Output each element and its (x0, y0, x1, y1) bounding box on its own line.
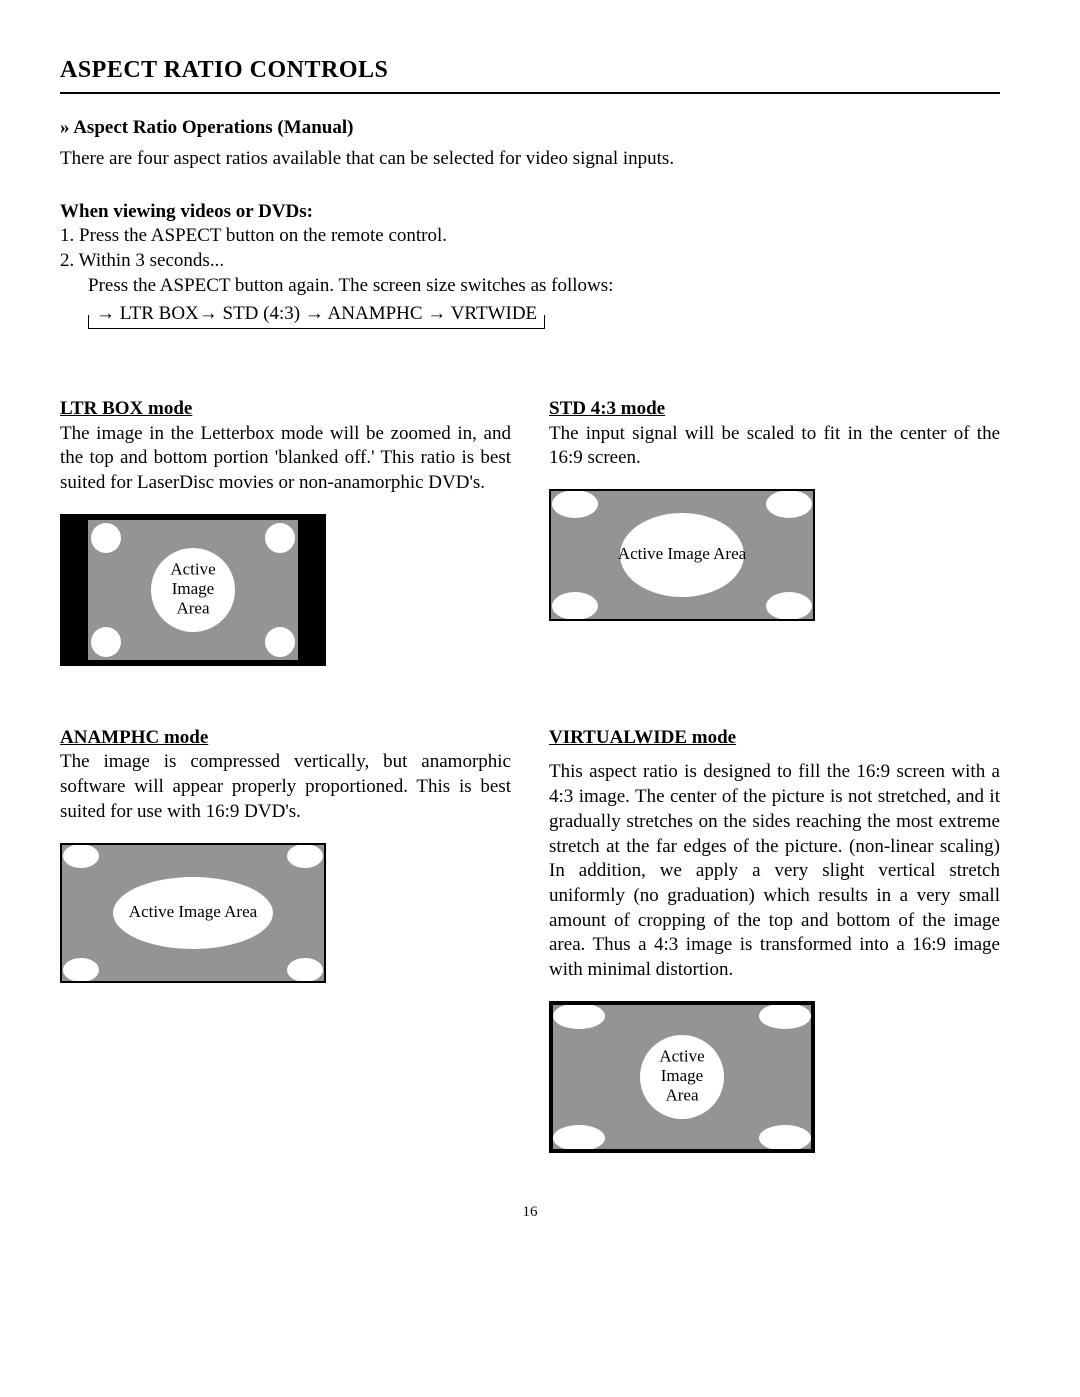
svg-text:Active: Active (659, 1046, 704, 1065)
vwide-diagram: ActiveImageArea (549, 1001, 1000, 1153)
intro-text: There are four aspect ratios available t… (60, 147, 1000, 172)
viewing-heading: When viewing videos or DVDs: (60, 200, 1000, 225)
viewing-step2b: Press the ASPECT button again. The scree… (88, 274, 1000, 299)
svg-text:Active: Active (170, 559, 215, 578)
anamphc-text: The image is compressed vertically, but … (60, 750, 511, 824)
mode-vwide: VIRTUALWIDE mode This aspect ratio is de… (549, 726, 1000, 1153)
anamphc-diagram: Active Image Area (60, 843, 511, 983)
page-number: 16 (60, 1203, 1000, 1223)
mode-anamphc: ANAMPHC mode The image is compressed ver… (60, 726, 511, 1153)
svg-text:Area: Area (176, 598, 209, 617)
std-diagram: Active Image Area (549, 489, 1000, 621)
svg-text:Active Image Area: Active Image Area (618, 544, 747, 563)
viewing-step1: 1. Press the ASPECT button on the remote… (60, 224, 1000, 249)
std-text: The input signal will be scaled to fit i… (549, 422, 1000, 471)
svg-text:Image: Image (172, 579, 214, 598)
cycle-loop-indicator (88, 315, 545, 329)
cycle-sequence: → LTR BOX→ STD (4:3) → ANAMPHC → VRTWIDE (88, 302, 545, 327)
mode-std: STD 4:3 mode The input signal will be sc… (549, 397, 1000, 666)
ltrbox-heading: LTR BOX mode (60, 397, 511, 422)
ltrbox-text: The image in the Letterbox mode will be … (60, 422, 511, 496)
vwide-text: This aspect ratio is designed to fill th… (549, 760, 1000, 982)
std-heading: STD 4:3 mode (549, 397, 1000, 422)
viewing-step2: 2. Within 3 seconds... (60, 249, 1000, 274)
ltrbox-diagram: ActiveImageArea (60, 514, 511, 666)
vwide-heading: VIRTUALWIDE mode (549, 726, 1000, 751)
intro-heading: » Aspect Ratio Operations (Manual) (60, 116, 1000, 141)
page-title: ASPECT RATIO CONTROLS (60, 55, 1000, 94)
mode-ltrbox: LTR BOX mode The image in the Letterbox … (60, 397, 511, 666)
anamphc-heading: ANAMPHC mode (60, 726, 511, 751)
svg-text:Image: Image (661, 1066, 703, 1085)
mode-grid: LTR BOX mode The image in the Letterbox … (60, 397, 1000, 1153)
svg-text:Active Image Area: Active Image Area (129, 901, 258, 920)
svg-text:Area: Area (665, 1085, 698, 1104)
